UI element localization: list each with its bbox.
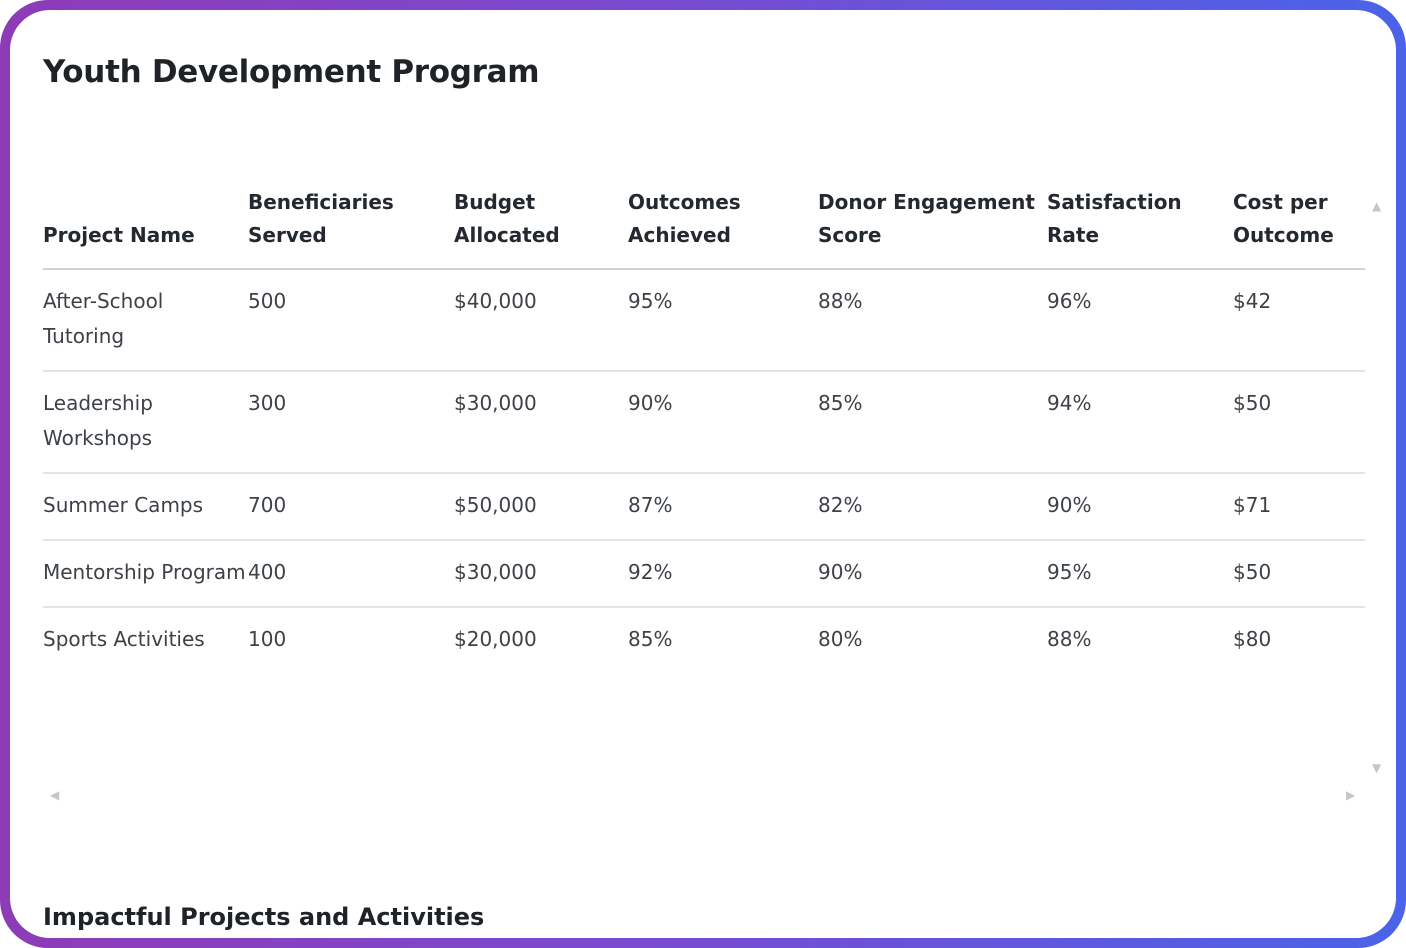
cell-project-name: Summer Camps [43, 473, 248, 541]
table-row: Mentorship Program 400 $30,000 92% 90% 9… [43, 540, 1365, 608]
cell-donor-score: 85% [818, 371, 1047, 474]
cell-cost-per-outcome: $80 [1233, 627, 1272, 651]
scroll-up-arrow-icon[interactable]: ▲ [1372, 199, 1382, 213]
page-title: Youth Development Program [43, 54, 540, 90]
header-outcomes-achieved: Outcomes Achieved [628, 186, 818, 270]
header-satisfaction-rate: Satisfaction Rate [1047, 186, 1233, 270]
header-project-name: Project Name [43, 186, 248, 270]
scroll-left-arrow-icon[interactable]: ◀ [50, 788, 60, 802]
cell-satisfaction: 88% [1047, 627, 1092, 651]
cell-budget: $30,000 [454, 540, 628, 608]
scroll-right-arrow-icon[interactable]: ▶ [1346, 788, 1356, 802]
cell-beneficiaries: 400 [248, 540, 454, 608]
cell-outcomes: 85% [628, 627, 673, 651]
content-card: Youth Development Program Project Name B… [10, 10, 1396, 938]
table-row: Leadership Workshops 300 $30,000 90% 85%… [43, 371, 1365, 474]
cell-project-name: Mentorship Program [43, 540, 248, 608]
cell-outcomes: 92% [628, 540, 818, 608]
cell-outcomes: 90% [628, 371, 818, 474]
cell-beneficiaries: 100 [248, 627, 287, 651]
scroll-down-arrow-icon[interactable]: ▼ [1372, 761, 1382, 775]
cell-satisfaction: 94% [1047, 371, 1233, 474]
cell-project-name: After-School Tutoring [43, 269, 248, 372]
cell-beneficiaries: 700 [248, 473, 454, 541]
table-header-row: Project Name Beneficiaries Served Budget… [43, 186, 1365, 270]
cell-project-name: Leadership Workshops [43, 371, 248, 474]
cell-satisfaction: 90% [1047, 473, 1233, 541]
cell-budget: $40,000 [454, 269, 628, 372]
cell-satisfaction: 95% [1047, 540, 1233, 608]
header-donor-engagement-score: Donor Engagement Score [818, 186, 1047, 270]
cell-donor-score: 80% [818, 627, 863, 651]
section-title: Impactful Projects and Activities [43, 903, 485, 931]
table-row: Sports Activities 100 $20,000 85% 80% 88… [43, 607, 1365, 673]
cell-budget: $20,000 [454, 627, 537, 651]
cell-beneficiaries: 300 [248, 371, 454, 474]
cell-cost-per-outcome: $71 [1233, 473, 1365, 541]
header-budget-allocated: Budget Allocated [454, 186, 628, 270]
cell-donor-score: 88% [818, 269, 1047, 372]
header-beneficiaries-served: Beneficiaries Served [248, 186, 454, 270]
cell-satisfaction: 96% [1047, 269, 1233, 372]
header-cost-per-outcome: Cost per Outcome [1233, 186, 1365, 270]
cell-project-name: Sports Activities [43, 627, 205, 651]
cell-cost-per-outcome: $42 [1233, 269, 1365, 372]
cell-donor-score: 82% [818, 473, 1047, 541]
cell-donor-score: 90% [818, 540, 1047, 608]
cell-budget: $50,000 [454, 473, 628, 541]
table-row: After-School Tutoring 500 $40,000 95% 88… [43, 269, 1365, 372]
cell-cost-per-outcome: $50 [1233, 371, 1365, 474]
cell-cost-per-outcome: $50 [1233, 540, 1365, 608]
cell-outcomes: 95% [628, 269, 818, 372]
cell-beneficiaries: 500 [248, 269, 454, 372]
table-row: Summer Camps 700 $50,000 87% 82% 90% $71 [43, 473, 1365, 541]
projects-table: Project Name Beneficiaries Served Budget… [43, 186, 1365, 673]
table-scroll-container[interactable]: Project Name Beneficiaries Served Budget… [43, 186, 1365, 673]
cell-budget: $30,000 [454, 371, 628, 474]
cell-outcomes: 87% [628, 473, 818, 541]
